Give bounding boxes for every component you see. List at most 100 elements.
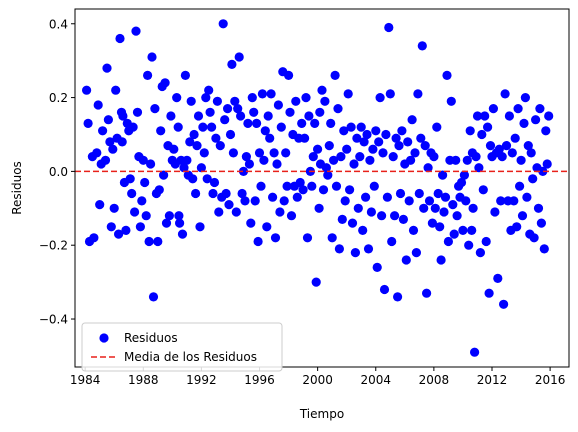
- data-point: [175, 218, 185, 228]
- data-point: [526, 148, 536, 158]
- data-point: [401, 255, 411, 265]
- data-point: [95, 200, 105, 210]
- data-point: [93, 100, 103, 110]
- data-point: [493, 273, 503, 283]
- data-point: [173, 122, 183, 132]
- data-point: [353, 203, 363, 213]
- data-point: [480, 111, 490, 121]
- legend-label-media: Media de los Residuos: [124, 350, 257, 364]
- data-point: [395, 188, 406, 199]
- data-point: [295, 177, 305, 188]
- data-point: [379, 284, 390, 295]
- data-point: [485, 141, 496, 151]
- data-point: [276, 122, 286, 132]
- data-point: [311, 277, 321, 287]
- data-point: [420, 141, 430, 151]
- data-point: [174, 211, 184, 221]
- data-point: [243, 118, 253, 128]
- data-point: [517, 211, 528, 221]
- data-point: [308, 152, 318, 162]
- data-point: [281, 148, 291, 158]
- data-point: [387, 236, 397, 247]
- data-point: [324, 141, 334, 151]
- data-point: [161, 218, 172, 228]
- data-point: [494, 144, 504, 154]
- data-point: [394, 141, 404, 151]
- data-point: [140, 177, 150, 188]
- data-point: [89, 233, 99, 243]
- data-point: [320, 96, 330, 106]
- data-point: [378, 148, 388, 158]
- data-point: [82, 85, 92, 95]
- data-point: [398, 214, 408, 224]
- data-point: [377, 211, 387, 221]
- data-point: [192, 141, 202, 151]
- data-point: [350, 248, 360, 258]
- data-point: [234, 52, 244, 62]
- data-point: [292, 192, 302, 202]
- data-point: [150, 104, 160, 114]
- scatter-points: [82, 19, 554, 357]
- data-point: [362, 129, 372, 140]
- data-point: [269, 148, 279, 158]
- data-point: [160, 78, 170, 88]
- data-point: [501, 141, 512, 151]
- legend-marker-residuos: [99, 333, 109, 343]
- data-point: [406, 155, 416, 165]
- data-point: [435, 222, 445, 232]
- data-point: [329, 155, 339, 165]
- data-point: [475, 248, 485, 258]
- data-point: [432, 122, 442, 132]
- data-point: [531, 115, 541, 125]
- data-point: [462, 155, 472, 165]
- data-point: [83, 118, 93, 128]
- data-point: [334, 244, 344, 254]
- data-point: [166, 111, 176, 121]
- data-point: [225, 129, 236, 140]
- data-point: [331, 181, 342, 191]
- data-point: [148, 292, 159, 302]
- data-point: [539, 244, 549, 254]
- data-point: [125, 174, 135, 184]
- data-point: [442, 70, 452, 80]
- data-point: [504, 111, 514, 121]
- data-point: [544, 111, 554, 121]
- data-point: [459, 170, 469, 180]
- data-point: [285, 107, 295, 117]
- data-point: [265, 133, 275, 143]
- data-point: [497, 152, 507, 162]
- data-point: [496, 196, 506, 206]
- data-point: [346, 122, 356, 132]
- data-point: [397, 126, 407, 136]
- data-point: [244, 159, 254, 169]
- data-point: [121, 225, 131, 235]
- data-point: [393, 292, 403, 302]
- data-point: [366, 207, 376, 217]
- data-point: [474, 163, 484, 173]
- data-point: [467, 148, 477, 158]
- data-point: [391, 133, 401, 143]
- y-tick-label: 0.0: [49, 165, 68, 179]
- data-point: [144, 236, 154, 247]
- data-point: [542, 159, 552, 169]
- x-axis-ticks: 1984 1988 1992 1996 2000 2004 2008 2012 2016: [70, 367, 565, 387]
- data-point: [452, 211, 462, 221]
- data-point: [345, 185, 355, 195]
- data-point: [220, 115, 230, 125]
- x-tick-label: 2016: [535, 373, 566, 387]
- data-point: [358, 225, 368, 235]
- data-point: [143, 70, 153, 80]
- data-point: [477, 129, 487, 140]
- x-tick-label: 2000: [302, 373, 333, 387]
- x-tick-label: 2012: [477, 373, 508, 387]
- data-point: [270, 233, 281, 243]
- data-point: [512, 222, 522, 232]
- data-point: [414, 188, 424, 199]
- data-point: [535, 104, 545, 114]
- data-point: [429, 152, 439, 162]
- y-tick-label: 0.4: [49, 17, 68, 31]
- data-point: [286, 211, 297, 221]
- data-point: [100, 155, 111, 165]
- data-point: [236, 111, 246, 121]
- data-point: [263, 111, 273, 121]
